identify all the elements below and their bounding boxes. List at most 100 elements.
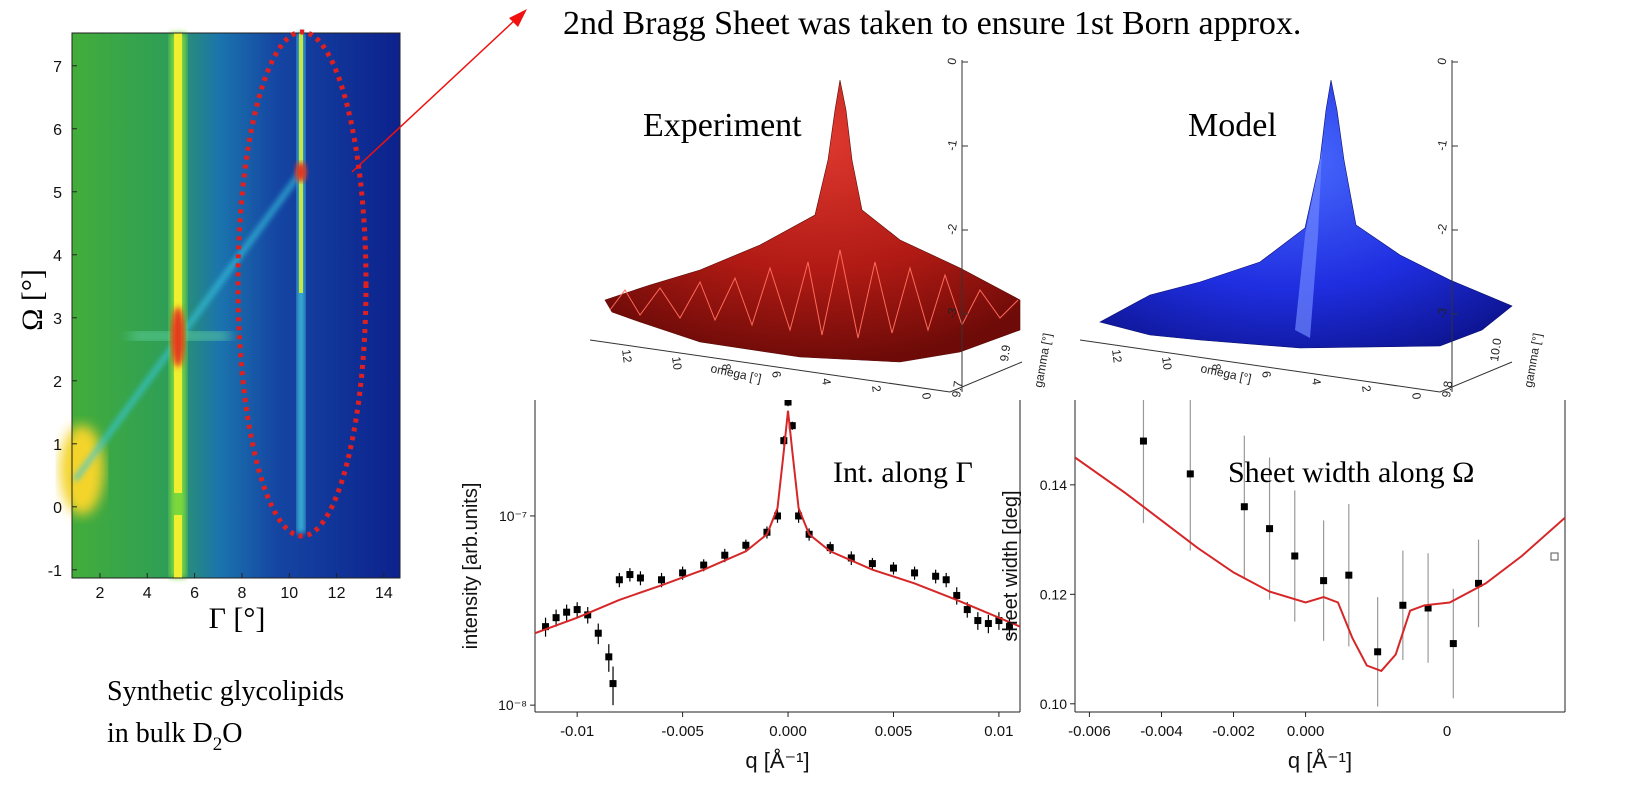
- data-point: [679, 569, 687, 577]
- z-tick-label: 0: [1435, 56, 1450, 65]
- data-point: [1139, 437, 1147, 445]
- x-tick-label: 0.005: [875, 723, 913, 740]
- caption-text: in bulk D: [107, 718, 213, 749]
- omega-tick-label: 10: [1159, 356, 1175, 371]
- data-point: [1345, 571, 1353, 579]
- caption-text: O: [222, 718, 242, 749]
- y-tick-label: 0.12: [1040, 586, 1067, 602]
- data-point: [626, 571, 634, 579]
- omega-tick-label: 8: [719, 363, 734, 372]
- data-point: [774, 512, 781, 520]
- x-tick-label: 0: [1443, 723, 1451, 740]
- y-tick-label: 2: [53, 374, 62, 391]
- data-point: [636, 574, 644, 582]
- y-tick-label: 0.10: [1040, 696, 1067, 712]
- omega-tick-label: 12: [619, 348, 635, 363]
- x-tick-label: 0.000: [1287, 723, 1325, 740]
- data-point: [1374, 648, 1382, 656]
- y-tick-label: 7: [53, 59, 62, 76]
- experiment-surface: [604, 79, 1021, 363]
- gamma-tick-label: 10.0: [1487, 337, 1504, 362]
- data-point: [609, 680, 617, 688]
- heatmap-y-label: Ω [°]: [16, 269, 49, 331]
- x-tick-label: -0.01: [560, 723, 594, 740]
- data-point: [984, 620, 992, 628]
- gamma-tick-label: 9.9: [997, 344, 1013, 363]
- y-tick-label: 5: [53, 185, 62, 202]
- plot-area: [535, 400, 1020, 706]
- data-point: [788, 422, 796, 430]
- slide-title: 2nd Bragg Sheet was taken to ensure 1st …: [563, 5, 1301, 42]
- data-point: [700, 561, 708, 569]
- data-point: [868, 560, 876, 568]
- z-tick-label: -1: [1434, 139, 1450, 152]
- omega-tick-label: 10: [669, 356, 685, 371]
- omega-tick-label: 6: [769, 370, 784, 379]
- gamma-tick-label: 9.8: [1439, 380, 1455, 399]
- y-tick-label: 10⁻⁸: [498, 697, 527, 713]
- y-tick-label: 4: [53, 248, 62, 265]
- data-point: [658, 576, 666, 584]
- data-point: [1005, 623, 1013, 631]
- y-tick-label: 1: [53, 437, 62, 454]
- omega-tick-label: 8: [1209, 363, 1224, 372]
- x-tick-label: 12: [328, 585, 346, 602]
- data-point: [847, 554, 855, 562]
- annotation: Sheet width along Ω: [1228, 456, 1474, 489]
- heatmap: [60, 9, 527, 579]
- x-tick-label: 10: [280, 585, 298, 602]
- y-axis-label: intensity [arb.units]: [460, 483, 482, 650]
- plot-area: [1075, 400, 1565, 707]
- data-point: [615, 576, 623, 584]
- omega-tick-label: 4: [1309, 377, 1324, 386]
- x-tick-label: -0.005: [661, 723, 704, 740]
- x-tick-label: -0.004: [1140, 723, 1183, 740]
- x-axis-label: q [Å⁻¹]: [745, 748, 809, 773]
- gamma-axis: [949, 361, 1023, 393]
- x-tick-label: 0.01: [984, 723, 1013, 740]
- fit-line: [535, 410, 1020, 635]
- gamma-label: gamma [°]: [1031, 332, 1054, 388]
- open-marker: [1550, 552, 1559, 561]
- fit-line: [1075, 456, 1565, 673]
- y-tick-label: 0.14: [1040, 477, 1067, 493]
- data-point: [1399, 601, 1407, 609]
- x-tick-label: -0.006: [1068, 723, 1111, 740]
- y-tick-label: 6: [53, 122, 62, 139]
- data-point: [784, 400, 792, 406]
- data-point: [826, 544, 834, 552]
- omega-tick-label: 2: [1359, 384, 1374, 393]
- data-point: [563, 608, 571, 616]
- y-tick-label: 10⁻⁷: [499, 508, 527, 524]
- annotation: Int. along Γ: [833, 456, 973, 489]
- data-point: [953, 591, 961, 599]
- omega-axis: [1079, 339, 1441, 393]
- omega-tick-label: 0: [919, 392, 934, 401]
- data-point: [974, 617, 982, 625]
- omega-label: omega [°]: [1199, 361, 1252, 385]
- caption-line: in bulk D2O: [107, 718, 243, 755]
- data-point: [932, 572, 940, 580]
- data-point: [911, 569, 919, 577]
- gamma-label: gamma [°]: [1521, 332, 1544, 388]
- data-point: [594, 629, 602, 637]
- omega-tick-label: 6: [1259, 370, 1274, 379]
- data-point: [1424, 604, 1432, 612]
- gamma-tick-label: 9.7: [949, 380, 965, 399]
- y-axis-label: sheet width [deg]: [1000, 490, 1022, 641]
- data-point: [573, 606, 581, 614]
- data-point: [542, 623, 550, 631]
- data-point: [1475, 579, 1483, 587]
- data-point: [721, 551, 729, 559]
- caption-line: Synthetic glycolipids: [107, 676, 344, 707]
- surface-label: Model: [1188, 107, 1277, 144]
- x-tick-label: 6: [190, 585, 199, 602]
- gamma-axis: [1439, 361, 1513, 393]
- data-point: [780, 437, 788, 445]
- x-tick-label: -0.002: [1212, 723, 1255, 740]
- y-tick-label: 0: [53, 500, 62, 517]
- z-tick-label: -3: [944, 307, 960, 320]
- y-tick-label: -1: [48, 563, 62, 580]
